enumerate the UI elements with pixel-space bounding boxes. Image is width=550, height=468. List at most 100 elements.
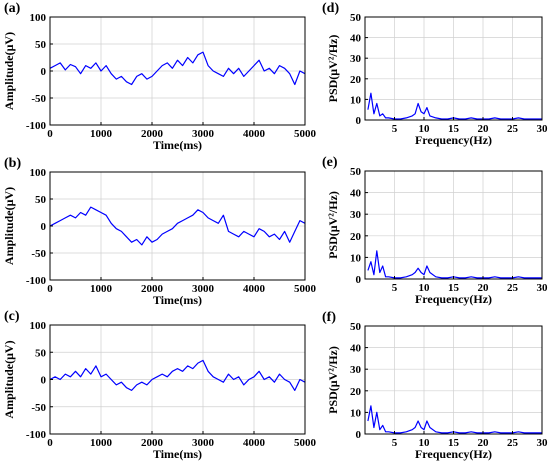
y-tick-label: 0: [41, 66, 47, 78]
series-line: [367, 92, 542, 120]
y-tick-label: 100: [30, 12, 47, 24]
y-tick-label: 30: [350, 53, 362, 65]
y-tick-label: 50: [35, 194, 47, 206]
y-tick-label: 0: [41, 375, 47, 387]
x-axis-label: Frequency(Hz): [415, 133, 492, 147]
x-tick-label: 0: [47, 437, 53, 449]
series-line: [367, 405, 542, 434]
y-tick-label: 0: [356, 429, 362, 441]
x-tick-label: 2000: [141, 128, 164, 140]
y-tick-label: 0: [356, 274, 362, 286]
x-tick-label: 20: [478, 123, 490, 135]
y-tick-label: 100: [30, 167, 47, 179]
y-tick-label: -100: [26, 429, 47, 441]
series-line: [49, 359, 306, 391]
panel-label: (a): [4, 1, 21, 16]
y-tick-label: -100: [26, 275, 47, 287]
y-tick-label: 20: [350, 231, 362, 243]
x-tick-label: 10: [419, 123, 431, 135]
x-tick-label: 5: [392, 282, 398, 294]
x-axis-label: Time(ms): [153, 293, 202, 307]
x-tick-label: 5000: [294, 437, 317, 449]
x-tick-label: 30: [537, 123, 549, 135]
series-line: [49, 206, 306, 246]
y-axis-label: PSD(μV²/Hz): [326, 346, 340, 414]
x-tick-label: 20: [478, 282, 490, 294]
x-tick-label: 3000: [192, 128, 215, 140]
y-tick-label: 30: [350, 364, 362, 376]
y-tick-label: 50: [350, 12, 362, 24]
x-tick-label: 25: [507, 123, 519, 135]
y-tick-label: 40: [350, 188, 362, 200]
x-tick-label: 2000: [141, 437, 164, 449]
x-tick-label: 15: [448, 123, 460, 135]
y-tick-label: 20: [350, 386, 362, 398]
x-tick-label: 0: [47, 128, 53, 140]
y-tick-label: 10: [350, 407, 362, 419]
chart-panel: 0 1000 2000 3000 4000 5000 -100 -50 0 50 100 Time(m…: [2, 1, 317, 152]
series-line: [367, 250, 542, 279]
x-axis-label: Time(ms): [153, 447, 202, 461]
x-tick-label: 1000: [90, 437, 113, 449]
panel-label: (b): [4, 156, 21, 171]
y-axis-label: Amplitude(μV): [2, 187, 16, 265]
x-tick-label: 25: [507, 282, 519, 294]
x-tick-label: 30: [537, 282, 549, 294]
x-tick-label: 1000: [90, 283, 113, 295]
y-tick-label: -50: [31, 248, 46, 260]
chart-panel: 5 10 15 20 25 30 0 10 20 30 40 50 Frequency(Hz) PSD(μ…: [322, 155, 548, 306]
y-tick-label: 50: [35, 347, 47, 359]
x-tick-label: 30: [537, 437, 549, 449]
chart-panel: 5 10 15 20 25 30 0 10 20 30 40 50 Frequency(Hz) PSD(μ…: [322, 310, 548, 461]
panel-label: (d): [322, 1, 339, 16]
x-tick-label: 4000: [243, 283, 266, 295]
y-tick-label: 50: [350, 321, 362, 333]
y-tick-label: 50: [350, 166, 362, 178]
x-tick-label: 5000: [294, 128, 317, 140]
x-tick-label: 3000: [192, 283, 215, 295]
y-tick-label: 0: [41, 221, 47, 233]
y-axis-label: PSD(μV²/Hz): [326, 191, 340, 259]
chart-panel: 0 1000 2000 3000 4000 5000 -100 -50 0 50 100 Time(m…: [2, 309, 317, 461]
y-tick-label: 20: [350, 74, 362, 86]
panel-label: (c): [4, 309, 20, 324]
x-tick-label: 5: [392, 123, 398, 135]
x-tick-label: 5: [392, 437, 398, 449]
y-tick-label: 30: [350, 209, 362, 221]
y-tick-label: 40: [350, 343, 362, 355]
x-tick-label: 4000: [243, 128, 266, 140]
x-tick-label: 10: [419, 282, 431, 294]
panel-label: (e): [322, 155, 338, 170]
chart-panel: 5 10 15 20 25 30 0 10 20 30 40 50 Frequency(Hz) PSD(μ…: [322, 1, 548, 147]
x-tick-label: 15: [448, 282, 460, 294]
x-axis-label: Frequency(Hz): [415, 292, 492, 306]
y-tick-label: -50: [31, 93, 46, 105]
y-tick-label: -100: [26, 120, 47, 132]
x-tick-label: 10: [419, 437, 431, 449]
y-tick-label: 10: [350, 252, 362, 264]
x-tick-label: 25: [507, 437, 519, 449]
panel-label: (f): [322, 310, 336, 325]
chart-panel: 0 1000 2000 3000 4000 5000 -100 -50 0 50 100 Time(m…: [2, 156, 317, 307]
series-line: [49, 51, 306, 86]
y-axis-label: Amplitude(μV): [2, 32, 16, 110]
x-axis-label: Time(ms): [153, 138, 202, 152]
x-tick-label: 4000: [243, 437, 266, 449]
y-tick-label: -50: [31, 402, 46, 414]
x-tick-label: 5000: [294, 283, 317, 295]
x-tick-label: 2000: [141, 283, 164, 295]
y-tick-label: 50: [35, 39, 47, 51]
y-tick-label: 40: [350, 33, 362, 45]
x-tick-label: 1000: [90, 128, 113, 140]
x-axis-label: Frequency(Hz): [415, 447, 492, 461]
y-axis-label: PSD(μV²/Hz): [326, 35, 340, 103]
x-tick-label: 0: [47, 283, 53, 295]
y-axis-label: Amplitude(μV): [2, 340, 16, 418]
y-tick-label: 10: [350, 94, 362, 106]
y-tick-label: 0: [356, 115, 362, 127]
y-tick-label: 100: [30, 320, 47, 332]
x-tick-label: 20: [478, 437, 490, 449]
x-tick-label: 15: [448, 437, 460, 449]
x-tick-label: 3000: [192, 437, 215, 449]
